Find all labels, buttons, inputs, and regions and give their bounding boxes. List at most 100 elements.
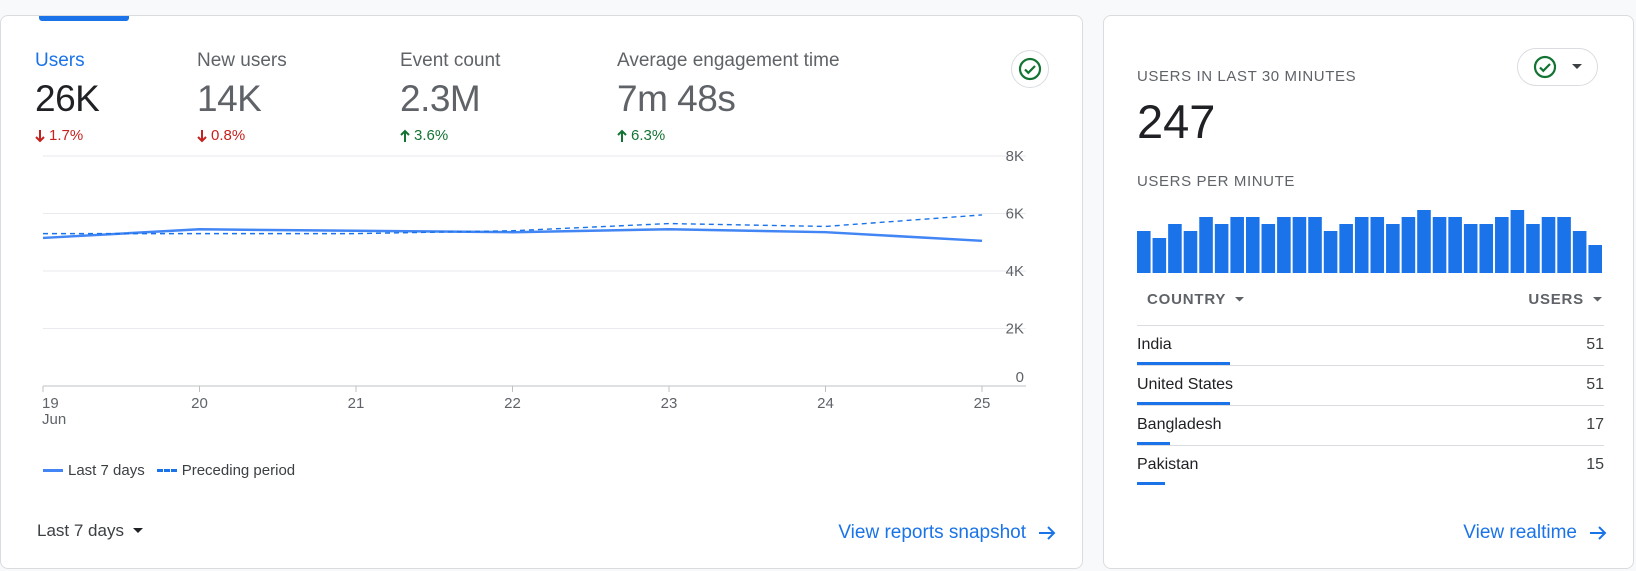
minute-bar bbox=[1432, 217, 1447, 273]
caret-down-icon bbox=[1571, 64, 1582, 69]
metric-delta-value: 1.7% bbox=[49, 127, 84, 144]
table-row[interactable]: United States 51 bbox=[1137, 365, 1604, 405]
minute-bar bbox=[1588, 245, 1602, 273]
minute-bar bbox=[1308, 217, 1322, 273]
minute-bar bbox=[1168, 224, 1182, 273]
realtime-status-dropdown[interactable] bbox=[1517, 48, 1598, 86]
minute-bar bbox=[1230, 217, 1244, 273]
country-share-bar bbox=[1137, 402, 1231, 405]
minute-bar bbox=[1572, 231, 1587, 273]
country-users: 17 bbox=[1586, 416, 1604, 433]
caret-down-icon bbox=[132, 528, 143, 533]
view-reports-snapshot-link[interactable]: View reports snapshot bbox=[838, 522, 1056, 544]
minute-bar bbox=[1183, 231, 1198, 273]
minute-bar bbox=[1386, 224, 1400, 273]
series-preceding-period bbox=[43, 214, 983, 235]
metric-label: Users bbox=[35, 50, 85, 71]
arrow-down-icon bbox=[35, 129, 45, 142]
country-users: 51 bbox=[1586, 376, 1604, 393]
insights-status-button[interactable] bbox=[1011, 50, 1049, 88]
arrow-up-icon bbox=[617, 129, 627, 142]
x-tick-label: 25 bbox=[974, 395, 991, 412]
users-column-header[interactable]: USERS bbox=[1528, 291, 1603, 308]
metric-label: Event count bbox=[400, 50, 501, 71]
x-tick-label: 23 bbox=[661, 395, 678, 412]
minute-bar bbox=[1245, 217, 1260, 273]
table-row[interactable]: India 51 bbox=[1137, 325, 1604, 365]
legend-solid-swatch bbox=[43, 469, 63, 472]
minute-bar bbox=[1354, 217, 1369, 273]
view-realtime-link[interactable]: View realtime bbox=[1463, 522, 1607, 544]
y-tick-label: 8K bbox=[1006, 148, 1024, 165]
realtime-card: USERS IN LAST 30 MINUTES 247 USERS PER M… bbox=[1103, 15, 1634, 569]
users-per-minute-chart bbox=[1137, 210, 1602, 273]
x-sublabel: Jun bbox=[42, 411, 66, 428]
metric-avg-engagement-time[interactable]: Average engagement time 7m 48s 6.3% bbox=[617, 50, 840, 144]
legend-current: Last 7 days bbox=[68, 462, 145, 479]
table-row[interactable]: Pakistan 15 bbox=[1137, 445, 1604, 485]
metric-delta: 1.7% bbox=[35, 127, 99, 144]
caret-down-icon bbox=[1593, 297, 1602, 302]
country-users: 15 bbox=[1586, 456, 1604, 473]
series-last-7-days bbox=[42, 228, 983, 243]
minute-bar bbox=[1137, 231, 1151, 273]
metric-label: New users bbox=[197, 50, 287, 71]
metric-value: 14K bbox=[197, 78, 262, 119]
metric-delta-value: 0.8% bbox=[211, 127, 246, 144]
minute-bar bbox=[1277, 217, 1291, 273]
chart-legend: Last 7 days Preceding period bbox=[43, 462, 295, 479]
link-label: View realtime bbox=[1463, 522, 1577, 543]
metric-event-count[interactable]: Event count 2.3M 3.6% bbox=[400, 50, 500, 144]
y-tick-label: 4K bbox=[1006, 263, 1024, 280]
users-line-chart: 0 2K 4K 6K 8K 19 20 21 22 23 24 25 Jun bbox=[42, 148, 1026, 428]
minute-bar bbox=[1448, 217, 1462, 273]
metric-new-users[interactable]: New users 14K 0.8% bbox=[197, 50, 287, 144]
country-share-bar bbox=[1137, 482, 1166, 485]
column-label: USERS bbox=[1528, 291, 1584, 308]
minute-bar bbox=[1323, 231, 1338, 273]
link-label: View reports snapshot bbox=[838, 522, 1026, 543]
metric-delta: 0.8% bbox=[197, 127, 287, 144]
x-tick-label: 21 bbox=[348, 395, 365, 412]
date-range-label: Last 7 days bbox=[37, 521, 124, 540]
arrow-up-icon bbox=[400, 129, 410, 142]
metric-delta: 6.3% bbox=[617, 127, 840, 144]
metric-delta-value: 3.6% bbox=[414, 127, 449, 144]
realtime-value: 247 bbox=[1137, 95, 1216, 148]
minute-bar bbox=[1339, 224, 1353, 273]
y-tick-label: 6K bbox=[1006, 206, 1024, 223]
x-tick-label: 22 bbox=[504, 395, 521, 412]
minute-bar bbox=[1526, 224, 1540, 273]
arrow-right-icon bbox=[1590, 526, 1607, 540]
metric-users[interactable]: Users 26K 1.7% bbox=[35, 50, 100, 144]
minute-bar bbox=[1495, 217, 1509, 273]
country-name: India bbox=[1137, 336, 1172, 353]
table-row[interactable]: Bangladesh 17 bbox=[1137, 405, 1604, 445]
minute-bar bbox=[1152, 238, 1167, 273]
legend-dashed-swatch bbox=[156, 469, 177, 472]
legend-previous: Preceding period bbox=[181, 462, 296, 479]
arrow-right-icon bbox=[1039, 526, 1056, 540]
y-tick-label: 0 bbox=[1016, 369, 1024, 386]
metric-label: Average engagement time bbox=[617, 50, 840, 71]
realtime-title: USERS IN LAST 30 MINUTES bbox=[1137, 68, 1357, 85]
overview-card: Users 26K 1.7% New users 14K 0.8% Event … bbox=[0, 15, 1083, 569]
minute-bar bbox=[1214, 224, 1229, 273]
x-tick-label: 20 bbox=[191, 395, 208, 412]
minute-bar bbox=[1463, 224, 1478, 273]
metric-value: 7m 48s bbox=[617, 78, 736, 119]
column-label: COUNTRY bbox=[1147, 291, 1227, 308]
minute-bar bbox=[1292, 217, 1307, 273]
minute-bar bbox=[1557, 217, 1571, 273]
country-table: India 51 United States 51 Bangladesh 17 Pakist… bbox=[1137, 325, 1604, 485]
minute-bar bbox=[1199, 217, 1213, 273]
arrow-down-icon bbox=[197, 129, 207, 142]
active-tab-indicator bbox=[39, 16, 129, 21]
country-share-bar bbox=[1137, 442, 1170, 445]
minute-bar bbox=[1417, 210, 1431, 273]
metric-delta: 3.6% bbox=[400, 127, 500, 144]
country-column-header[interactable]: COUNTRY bbox=[1147, 291, 1245, 308]
minute-bar bbox=[1401, 217, 1416, 273]
country-share-bar bbox=[1137, 362, 1231, 365]
date-range-selector[interactable]: Last 7 days bbox=[37, 521, 144, 541]
